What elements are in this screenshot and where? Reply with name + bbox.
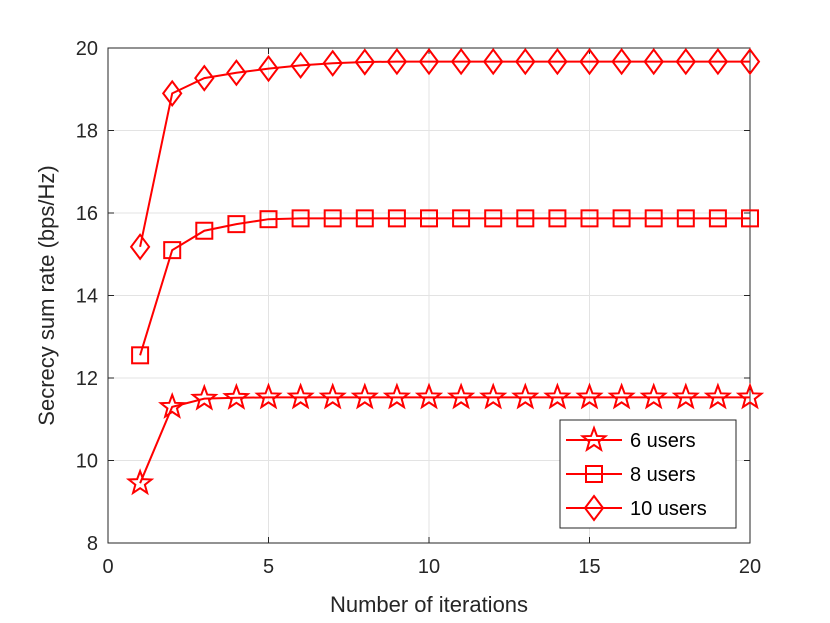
data-point-10-users — [707, 47, 729, 76]
data-point-6-users — [607, 382, 636, 410]
data-point-10-users — [547, 47, 568, 76]
data-point-6-users — [671, 382, 700, 410]
data-point-10-users — [450, 47, 472, 76]
data-point-6-users — [414, 382, 444, 410]
data-point-10-users — [194, 64, 215, 92]
data-point-8-users — [259, 210, 278, 229]
y-tick-label: 14 — [76, 286, 98, 308]
data-point-8-users — [516, 209, 535, 228]
x-tick-label: 5 — [263, 556, 274, 578]
data-point-10-users — [290, 51, 311, 79]
data-point-6-users — [254, 382, 283, 410]
data-point-8-users — [163, 241, 182, 260]
data-point-8-users — [452, 209, 471, 228]
data-point-6-users — [479, 382, 508, 410]
series-line-10-users — [139, 60, 750, 248]
data-point-10-users — [579, 47, 600, 76]
data-point-10-users — [482, 47, 504, 76]
data-point-8-users — [420, 209, 438, 228]
x-tick-label: 10 — [418, 556, 440, 578]
legend: 6 users 8 users 10 users — [559, 419, 737, 529]
legend-marker-6-users — [579, 425, 609, 453]
data-point-6-users — [350, 382, 379, 410]
series-line-8-users — [139, 217, 750, 356]
data-point-8-users — [676, 209, 695, 228]
data-point-6-users — [639, 382, 668, 410]
data-point-10-users — [129, 233, 151, 261]
data-point-6-users — [703, 382, 733, 410]
data-point-10-users — [515, 47, 536, 76]
legend-label-10-users: 10 users — [630, 498, 707, 520]
data-point-6-users — [286, 382, 315, 410]
data-point-10-users — [643, 47, 664, 76]
data-point-6-users — [735, 382, 765, 410]
data-point-8-users — [291, 209, 310, 228]
data-point-10-users — [611, 47, 632, 76]
data-point-6-users — [575, 382, 604, 410]
legend-marker-8-users — [585, 465, 603, 483]
x-tick-label: 20 — [739, 556, 761, 578]
data-point-10-users — [418, 47, 440, 76]
series-6-users — [125, 382, 765, 496]
data-point-8-users — [741, 209, 759, 228]
data-point-8-users — [484, 209, 503, 228]
data-point-6-users — [190, 383, 219, 411]
data-point-6-users — [222, 382, 251, 410]
data-point-10-users — [161, 79, 183, 108]
y-axis-label: Secrecy sum rate (bps/Hz) — [34, 165, 59, 425]
data-point-8-users — [548, 209, 567, 228]
legend-marker-10-users — [583, 494, 605, 522]
data-point-6-users — [158, 391, 187, 419]
series-layer — [125, 47, 765, 496]
data-point-8-users — [644, 209, 663, 228]
series-10-users — [129, 47, 761, 261]
data-point-8-users — [580, 209, 599, 228]
data-point-8-users — [355, 209, 374, 228]
data-point-8-users — [195, 221, 214, 240]
y-tick-label: 12 — [76, 368, 98, 390]
data-point-8-users — [708, 209, 727, 228]
legend-label-6-users: 6 users — [630, 430, 696, 452]
y-tick-label: 8 — [87, 533, 98, 555]
data-point-6-users — [125, 468, 155, 496]
data-point-10-users — [226, 59, 247, 87]
y-tick-label: 10 — [76, 451, 98, 473]
data-point-8-users — [131, 346, 150, 365]
x-tick-label: 0 — [102, 556, 113, 578]
data-point-10-users — [675, 47, 697, 76]
y-tick-label: 18 — [76, 121, 98, 143]
data-point-8-users — [227, 215, 246, 234]
data-point-6-users — [446, 382, 476, 410]
legend-label-8-users: 8 users — [630, 464, 696, 486]
data-point-8-users — [387, 209, 406, 228]
x-tick-label: 15 — [578, 556, 600, 578]
data-point-10-users — [258, 54, 279, 83]
data-point-10-users — [354, 48, 376, 76]
data-point-10-users — [322, 49, 343, 77]
data-point-10-users — [739, 47, 761, 76]
data-point-8-users — [323, 209, 342, 228]
data-point-6-users — [382, 382, 412, 410]
y-tick-label: 20 — [76, 38, 98, 60]
series-8-users — [131, 209, 759, 365]
data-point-6-users — [511, 382, 540, 410]
data-point-10-users — [386, 47, 408, 76]
data-point-6-users — [318, 382, 347, 410]
x-axis-label: Number of iterations — [330, 592, 528, 617]
data-point-8-users — [612, 209, 631, 228]
y-tick-label: 16 — [76, 203, 98, 225]
data-point-6-users — [543, 382, 572, 410]
